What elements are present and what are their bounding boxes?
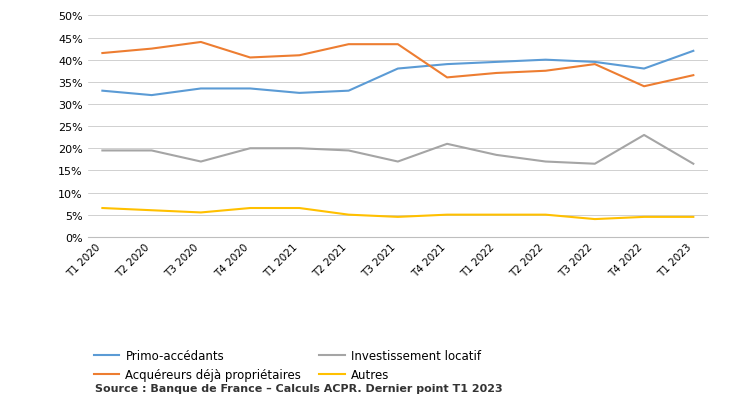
Investissement locatif	[689, 162, 698, 167]
Line: Investissement locatif: Investissement locatif	[102, 136, 694, 164]
Autres	[345, 213, 353, 218]
Investissement locatif	[246, 146, 255, 151]
Investissement locatif	[147, 148, 156, 153]
Acquéreurs déjà propriétaires	[98, 52, 107, 56]
Primo-accédants	[591, 60, 599, 65]
Primo-accédants	[98, 89, 107, 94]
Investissement locatif	[295, 146, 304, 151]
Primo-accédants	[393, 67, 402, 72]
Acquéreurs déjà propriétaires	[393, 43, 402, 47]
Autres	[196, 211, 205, 216]
Primo-accédants	[345, 89, 353, 94]
Primo-accédants	[541, 58, 550, 63]
Primo-accédants	[147, 93, 156, 98]
Investissement locatif	[541, 160, 550, 164]
Autres	[541, 213, 550, 218]
Acquéreurs déjà propriétaires	[246, 56, 255, 61]
Investissement locatif	[98, 148, 107, 153]
Autres	[295, 206, 304, 211]
Primo-accédants	[442, 63, 451, 67]
Autres	[442, 213, 451, 218]
Acquéreurs déjà propriétaires	[689, 74, 698, 79]
Acquéreurs déjà propriétaires	[639, 85, 648, 90]
Primo-accédants	[196, 87, 205, 92]
Autres	[246, 206, 255, 211]
Autres	[98, 206, 107, 211]
Primo-accédants	[639, 67, 648, 72]
Line: Autres: Autres	[102, 209, 694, 220]
Investissement locatif	[345, 148, 353, 153]
Line: Acquéreurs déjà propriétaires: Acquéreurs déjà propriétaires	[102, 43, 694, 87]
Text: Source : Banque de France – Calculs ACPR. Dernier point T1 2023: Source : Banque de France – Calculs ACPR…	[95, 382, 502, 393]
Acquéreurs déjà propriétaires	[591, 63, 599, 67]
Autres	[639, 215, 648, 220]
Autres	[393, 215, 402, 220]
Investissement locatif	[591, 162, 599, 167]
Autres	[689, 215, 698, 220]
Primo-accédants	[689, 49, 698, 54]
Investissement locatif	[196, 160, 205, 164]
Line: Primo-accédants: Primo-accédants	[102, 52, 694, 96]
Primo-accédants	[295, 91, 304, 96]
Acquéreurs déjà propriétaires	[541, 69, 550, 74]
Acquéreurs déjà propriétaires	[492, 71, 501, 76]
Acquéreurs déjà propriétaires	[196, 40, 205, 45]
Autres	[591, 217, 599, 222]
Autres	[147, 208, 156, 213]
Legend: Primo-accédants, Acquéreurs déjà propriétaires, Investissement locatif, Autres: Primo-accédants, Acquéreurs déjà proprié…	[93, 349, 481, 381]
Acquéreurs déjà propriétaires	[295, 54, 304, 58]
Primo-accédants	[246, 87, 255, 92]
Investissement locatif	[393, 160, 402, 164]
Investissement locatif	[442, 142, 451, 147]
Acquéreurs déjà propriétaires	[442, 76, 451, 81]
Investissement locatif	[639, 133, 648, 138]
Acquéreurs déjà propriétaires	[147, 47, 156, 52]
Autres	[492, 213, 501, 218]
Primo-accédants	[492, 60, 501, 65]
Investissement locatif	[492, 153, 501, 158]
Acquéreurs déjà propriétaires	[345, 43, 353, 47]
